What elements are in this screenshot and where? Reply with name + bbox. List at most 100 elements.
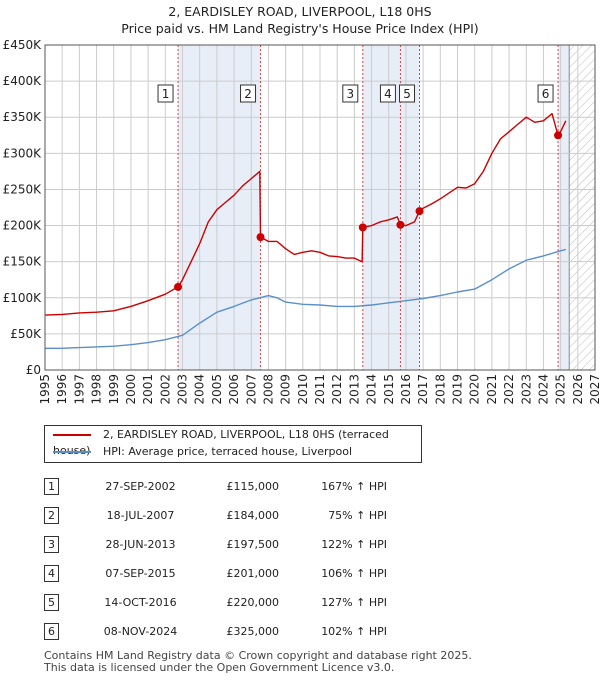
- table-row: 1 27-SEP-2002 £115,000 167% ↑ HPI: [44, 472, 387, 501]
- transaction-price: £115,000: [226, 480, 280, 493]
- transaction-number: 2: [44, 507, 59, 524]
- footer: Contains HM Land Registry data © Crown c…: [44, 650, 472, 674]
- x-tick-label: 2005: [210, 374, 224, 405]
- x-tick-label: 2021: [485, 374, 499, 405]
- transaction-date: 08-NOV-2024: [103, 625, 178, 638]
- x-tick-label: 2015: [382, 374, 396, 405]
- chart-title: 2, EARDISLEY ROAD, LIVERPOOL, L18 0HS Pr…: [0, 3, 600, 37]
- x-tick-label: 2024: [536, 374, 550, 405]
- footer-line2: This data is licensed under the Open Gov…: [44, 661, 395, 674]
- transaction-hpi: 102% ↑ HPI: [321, 625, 387, 638]
- transaction-number: 5: [44, 594, 59, 611]
- shaded-span: [558, 45, 570, 370]
- table-row: 4 07-SEP-2015 £201,000 106% ↑ HPI: [44, 559, 387, 588]
- sale-point-2: [256, 233, 265, 242]
- transaction-price: £220,000: [226, 596, 280, 609]
- property-price-line: [44, 112, 567, 316]
- x-tick-label: 2017: [416, 374, 430, 405]
- transaction-price: £325,000: [226, 625, 280, 638]
- future-hatch: [569, 45, 595, 370]
- x-tick-label: 2018: [433, 374, 447, 405]
- y-tick-label: £0: [26, 363, 41, 377]
- sale-point-6: [554, 131, 563, 140]
- legend-swatch-hpi: [53, 451, 91, 453]
- transaction-hpi: 122% ↑ HPI: [321, 538, 387, 551]
- marker-box-1: [157, 84, 174, 103]
- x-tick-label: 2026: [571, 374, 585, 405]
- chart-legend: 2, EARDISLEY ROAD, LIVERPOOL, L18 0HS (t…: [44, 425, 422, 463]
- marker-box-4: [379, 84, 396, 103]
- y-tick-label: £100K: [3, 291, 43, 305]
- x-tick-label: 2001: [141, 374, 155, 405]
- y-tick-label: £250K: [3, 182, 43, 196]
- x-tick-label: 2007: [244, 374, 258, 405]
- chart-title-line2: Price paid vs. HM Land Registry's House …: [121, 21, 479, 36]
- hpi-line: [45, 248, 566, 349]
- x-tick-label: 2025: [554, 374, 568, 405]
- transaction-hpi: 106% ↑ HPI: [321, 567, 387, 580]
- transaction-date: 07-SEP-2015: [105, 567, 176, 580]
- x-tick-label: 2020: [468, 374, 482, 405]
- x-tick-label: 1996: [55, 374, 69, 405]
- x-tick-label: 2022: [502, 374, 516, 405]
- y-tick-label: £400K: [3, 74, 43, 88]
- x-tick-label: 1999: [107, 374, 121, 405]
- marker-label-3: 3: [346, 87, 354, 101]
- y-tick-label: £300K: [3, 146, 43, 160]
- x-tick-label: 2023: [519, 374, 533, 405]
- transaction-date: 27-SEP-2002: [105, 480, 176, 493]
- x-tick-label: 1997: [72, 374, 86, 405]
- x-tick-label: 2006: [227, 374, 241, 405]
- sale-point-4: [396, 220, 405, 229]
- x-tick-label: 2012: [330, 374, 344, 405]
- marker-label-1: 1: [162, 87, 170, 101]
- x-tick-label: 2014: [365, 374, 379, 405]
- sale-point-3: [358, 223, 367, 232]
- x-tick-label: 2011: [313, 374, 327, 405]
- x-tick-label: 2002: [158, 374, 172, 405]
- footer-line1: Contains HM Land Registry data © Crown c…: [44, 649, 472, 662]
- marker-box-5: [399, 84, 416, 103]
- x-tick-label: 2027: [588, 374, 600, 405]
- marker-label-6: 6: [542, 87, 550, 101]
- table-row: 6 08-NOV-2024 £325,000 102% ↑ HPI: [44, 617, 387, 646]
- x-tick-label: 1998: [90, 374, 104, 405]
- transaction-hpi: 127% ↑ HPI: [321, 596, 387, 609]
- legend-item-hpi: HPI: Average price, terraced house, Live…: [53, 444, 352, 460]
- y-tick-label: £150K: [3, 255, 43, 269]
- table-row: 2 18-JUL-2007 £184,000 75% ↑ HPI: [44, 501, 387, 530]
- legend-label-property: 2, EARDISLEY ROAD, LIVERPOOL, L18 0HS (t…: [53, 428, 389, 457]
- x-tick-label: 2010: [296, 374, 310, 405]
- sale-point-1: [174, 282, 183, 291]
- legend-item-property: 2, EARDISLEY ROAD, LIVERPOOL, L18 0HS (t…: [53, 427, 421, 457]
- x-tick-label: 1995: [38, 374, 52, 405]
- transaction-price: £201,000: [226, 567, 280, 580]
- transaction-price: £184,000: [226, 509, 280, 522]
- x-tick-label: 2004: [193, 374, 207, 405]
- x-tick-label: 2009: [279, 374, 293, 405]
- plot-frame: [44, 44, 596, 371]
- x-tick-label: 2000: [124, 374, 138, 405]
- transaction-date: 14-OCT-2016: [104, 596, 177, 609]
- y-tick-label: £200K: [3, 219, 43, 233]
- table-row: 3 28-JUN-2013 £197,500 122% ↑ HPI: [44, 530, 387, 559]
- transactions-table: 1 27-SEP-2002 £115,000 167% ↑ HPI 2 18-J…: [44, 472, 387, 646]
- y-tick-label: £50K: [10, 327, 42, 341]
- transaction-date: 18-JUL-2007: [106, 509, 175, 522]
- y-tick-label: £350K: [3, 110, 43, 124]
- x-tick-label: 2019: [451, 374, 465, 405]
- transaction-number: 1: [44, 478, 59, 495]
- sale-point-5: [415, 207, 424, 216]
- x-tick-label: 2008: [261, 374, 275, 405]
- marker-box-3: [342, 84, 359, 103]
- transaction-hpi: 75% ↑ HPI: [328, 509, 387, 522]
- marker-label-4: 4: [384, 87, 392, 101]
- transaction-number: 3: [44, 536, 59, 553]
- chart-title-line1: 2, EARDISLEY ROAD, LIVERPOOL, L18 0HS: [168, 4, 432, 19]
- legend-swatch-property: [53, 434, 91, 436]
- marker-label-2: 2: [244, 87, 252, 101]
- table-row: 5 14-OCT-2016 £220,000 127% ↑ HPI: [44, 588, 387, 617]
- marker-label-5: 5: [403, 87, 411, 101]
- legend-label-hpi: HPI: Average price, terraced house, Live…: [103, 445, 353, 458]
